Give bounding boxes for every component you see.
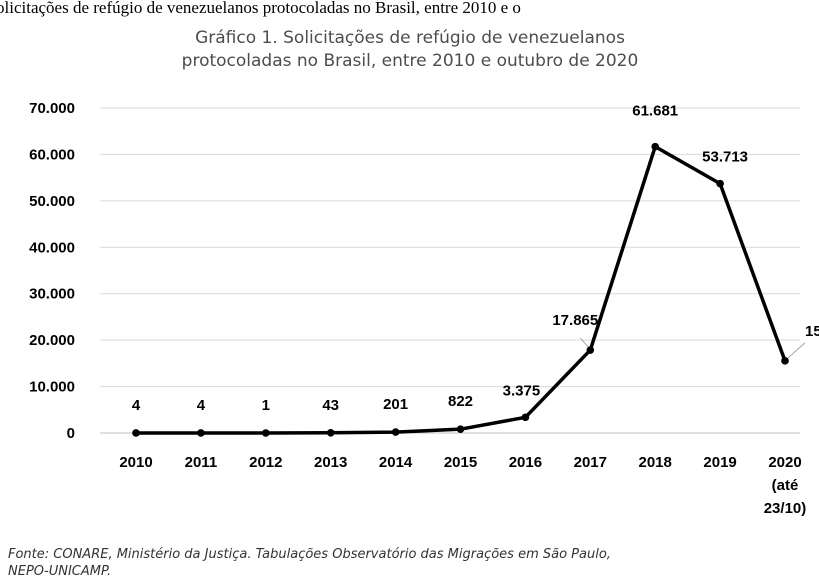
y-tick-label: 20.000 [29,332,75,349]
x-tick-label: 2013 [314,454,347,471]
data-label: 61.681 [632,103,678,120]
x-tick-label: 2015 [444,454,477,471]
x-axis-ticks: 2010 2011 2012 2013 2014 2015 2016 2017 2018 2019… [119,454,806,517]
y-axis-ticks: 0 10.000 20.000 30.000 40.000 50.000 60.000 70.… [29,100,75,442]
x-tick-label: 2016 [509,454,542,471]
data-point [716,179,724,188]
data-label: 822 [448,393,473,410]
data-point [132,429,140,437]
x-tick-label: 2017 [574,454,607,471]
x-tick-label: 2019 [703,454,736,471]
leader-line [579,337,589,348]
gridlines [100,107,800,434]
data-point [197,429,205,437]
y-tick-label: 30.000 [29,286,75,303]
data-point [391,428,400,436]
x-tick-label: 23/10) [764,500,807,517]
data-label: 15.538 [805,323,819,340]
series-line [136,144,787,435]
data-label: 4 [197,397,206,414]
data-point [326,429,335,437]
x-tick-label: 2010 [119,454,152,471]
data-point [781,357,789,365]
data-point [651,142,659,151]
y-tick-label: 70.000 [29,100,75,117]
x-tick-label: 2020 [768,454,801,471]
series-line-layer [132,142,789,437]
x-tick-label: 2011 [185,454,218,471]
y-tick-label: 0 [67,425,75,442]
y-tick-label: 50.000 [29,193,75,210]
data-label: 53.713 [702,149,748,166]
chart-title-line-2: protocoladas no Brasil, entre 2010 e out… [182,51,639,71]
data-label: 3.375 [503,382,541,399]
data-label: 4 [132,397,141,414]
y-tick-label: 40.000 [29,239,75,256]
source-note-line-2: NEPO-UNICAMP. [8,564,111,579]
data-label: 201 [383,396,408,413]
y-tick-label: 60.000 [29,146,75,163]
data-label: 43 [322,397,339,414]
source-note-line-1: Fonte: CONARE, Ministério da Justiça. Ta… [8,547,611,562]
x-tick-label: (até [772,477,799,494]
figure-caption-cut: olicitações de refúgio de venezuelanos p… [0,0,521,17]
data-labels: 4 4 1 43 201 822 3.375 17.865 61.681 53.713 15.538 [132,103,819,414]
x-tick-label: 2018 [639,454,672,471]
data-point [586,346,595,354]
data-label: 1 [262,397,270,414]
x-tick-label: 2012 [249,454,282,471]
data-label: 17.865 [552,312,598,329]
chart-title-line-1: Gráfico 1. Solicitações de refúgio de ve… [195,28,625,48]
data-point [262,429,270,437]
y-tick-label: 10.000 [29,379,75,396]
data-point [456,425,465,433]
x-tick-label: 2014 [379,454,413,471]
data-point [521,413,530,422]
leader-line [787,342,806,359]
